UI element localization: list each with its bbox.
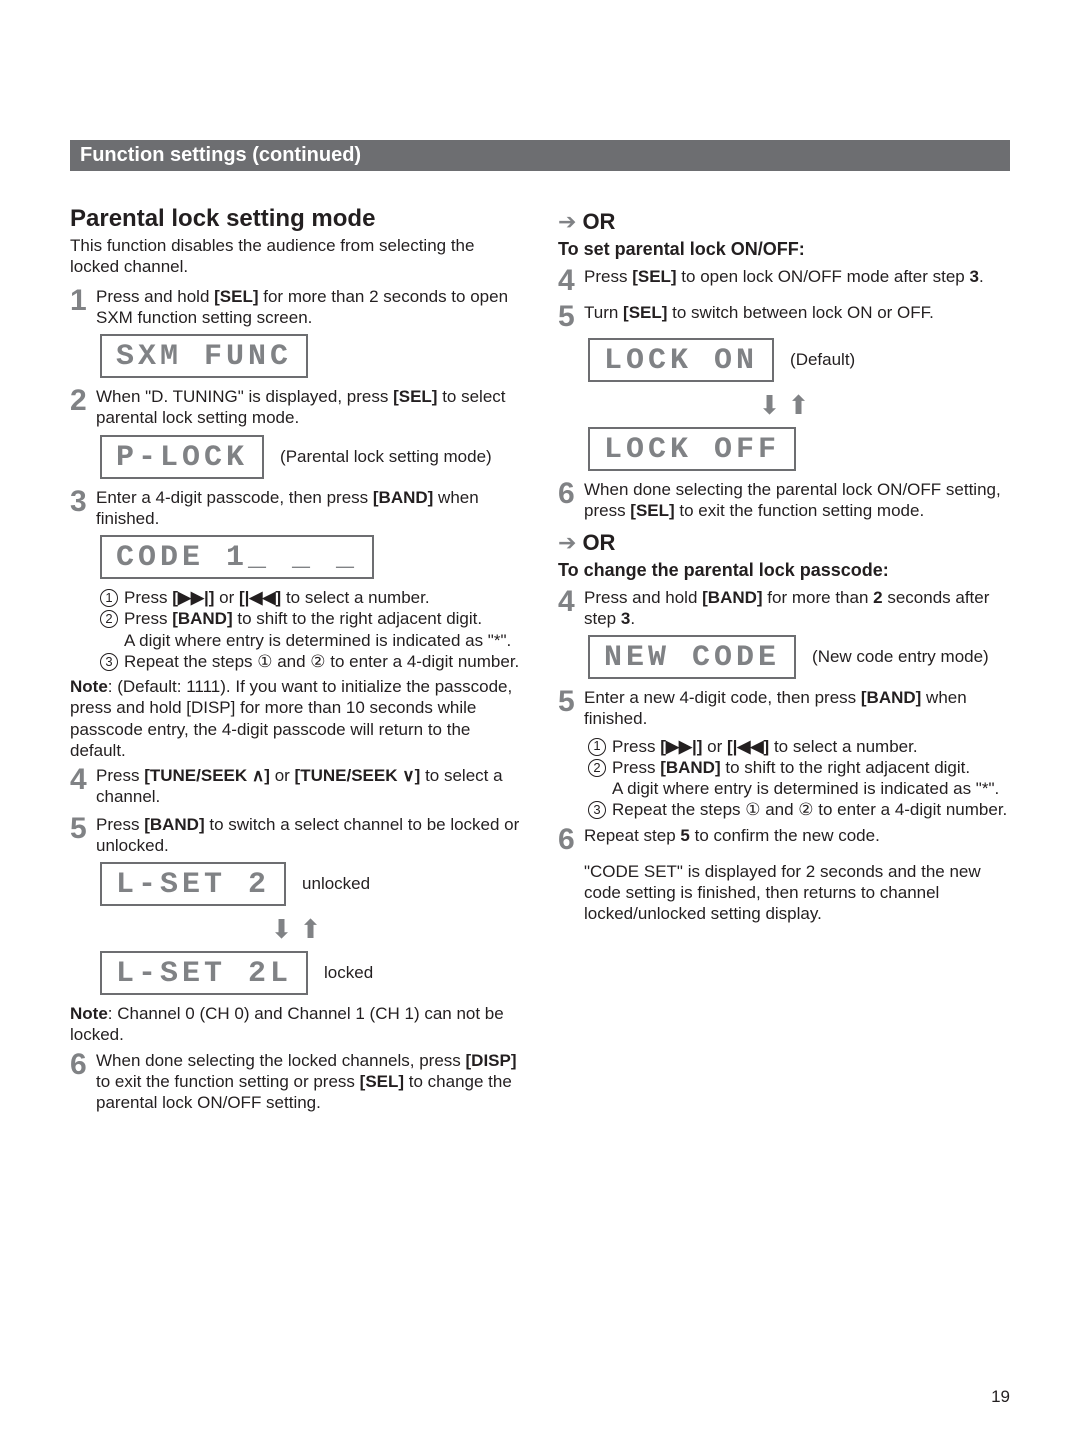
step-5r: 5 Turn [SEL] to switch between lock ON o…	[558, 302, 1010, 332]
step-number: 4	[558, 587, 584, 617]
step-text: When done selecting the parental lock ON…	[584, 479, 1010, 522]
step-text: Repeat step 5 to confirm the new code.	[584, 825, 880, 846]
lcd-lock-on: LOCK ON	[588, 338, 774, 382]
or-text: OR	[582, 530, 615, 556]
step-5b: 5 Enter a new 4-digit code, then press […	[558, 687, 1010, 730]
step-text: Press and hold [BAND] for more than 2 se…	[584, 587, 1010, 630]
circled-1: 1	[100, 589, 118, 607]
step-number: 6	[70, 1050, 96, 1080]
circled-1: 1	[588, 738, 606, 756]
content-columns: Parental lock setting mode This function…	[0, 171, 1080, 1119]
circled-3: 3	[100, 653, 118, 671]
lcd-plock: P-LOCK	[100, 435, 264, 479]
substeps-right: 1 Press [▶▶|] or [|◀◀] to select a number…	[588, 736, 1010, 821]
substep-text: Press [▶▶|] or [|◀◀] to select a number.	[124, 587, 430, 608]
step-1: 1 Press and hold [SEL] for more than 2 s…	[70, 286, 522, 329]
note-channels: Note: Channel 0 (CH 0) and Channel 1 (CH…	[70, 1003, 522, 1046]
toggle-arrows-icon: ⬇ ⬆	[558, 390, 1010, 421]
step-number: 1	[70, 286, 96, 316]
right-column: ➔ OR To set parental lock ON/OFF: 4 Pres…	[558, 201, 1010, 1119]
step-number: 6	[558, 479, 584, 509]
substeps: 1 Press [▶▶|] or [|◀◀] to select a number…	[100, 587, 522, 672]
step-6b: 6 Repeat step 5 to confirm the new code.	[558, 825, 1010, 855]
step-number: 4	[70, 765, 96, 795]
step-text: Press [SEL] to open lock ON/OFF mode aft…	[584, 266, 984, 287]
circled-2: 2	[588, 759, 606, 777]
left-column: Parental lock setting mode This function…	[70, 201, 522, 1119]
mode-title: Parental lock setting mode	[70, 205, 522, 233]
lcd-caption: (Default)	[790, 350, 855, 370]
step-number: 3	[70, 487, 96, 517]
step-text: When "D. TUNING" is displayed, press [SE…	[96, 386, 522, 429]
step-6r: 6 When done selecting the parental lock …	[558, 479, 1010, 522]
or-divider: ➔ OR	[558, 530, 1010, 556]
top-band	[0, 0, 1080, 140]
step-number: 2	[70, 386, 96, 416]
step-text: Press [BAND] to switch a select channel …	[96, 814, 522, 857]
or-divider: ➔ OR	[558, 209, 1010, 235]
tail-note: "CODE SET" is displayed for 2 seconds an…	[584, 861, 1010, 925]
step-4b: 4 Press and hold [BAND] for more than 2 …	[558, 587, 1010, 630]
substep-text: Repeat the steps ① and ② to enter a 4-di…	[612, 799, 1007, 820]
step-2: 2 When "D. TUNING" is displayed, press […	[70, 386, 522, 429]
section-bar: Function settings (continued)	[70, 140, 1010, 171]
lcd-code: CODE 1_ _ _	[100, 535, 374, 579]
lcd-lock-off: LOCK OFF	[588, 427, 796, 471]
arrow-icon: ➔	[558, 209, 576, 235]
subhead-passcode: To change the parental lock passcode:	[558, 560, 1010, 581]
step-number: 6	[558, 825, 584, 855]
lcd-caption: locked	[324, 963, 373, 983]
step-text: When done selecting the locked channels,…	[96, 1050, 522, 1114]
step-4: 4 Press [TUNE/SEEK ∧] or [TUNE/SEEK ∨] t…	[70, 765, 522, 808]
substep-text: Press [BAND] to shift to the right adjac…	[124, 608, 511, 651]
step-number: 5	[558, 302, 584, 332]
subhead-onoff: To set parental lock ON/OFF:	[558, 239, 1010, 260]
step-text: Turn [SEL] to switch between lock ON or …	[584, 302, 934, 323]
step-text: Press and hold [SEL] for more than 2 sec…	[96, 286, 522, 329]
step-6: 6 When done selecting the locked channel…	[70, 1050, 522, 1114]
substep-text: Press [▶▶|] or [|◀◀] to select a number.	[612, 736, 918, 757]
substep-text: Repeat the steps ① and ② to enter a 4-di…	[124, 651, 519, 672]
lcd-lset-locked: L-SET 2L	[100, 951, 308, 995]
lcd-caption: (New code entry mode)	[812, 647, 989, 667]
lcd-sxm-func: SXM FUNC	[100, 334, 308, 378]
step-number: 5	[558, 687, 584, 717]
lcd-lset-unlocked: L-SET 2	[100, 862, 286, 906]
page-number: 19	[991, 1387, 1010, 1407]
note-default: Note: (Default: 1111). If you want to in…	[70, 676, 522, 761]
step-text: Enter a new 4-digit code, then press [BA…	[584, 687, 1010, 730]
or-text: OR	[582, 209, 615, 235]
lcd-new-code: NEW CODE	[588, 635, 796, 679]
step-text: Press [TUNE/SEEK ∧] or [TUNE/SEEK ∨] to …	[96, 765, 522, 808]
step-3: 3 Enter a 4-digit passcode, then press […	[70, 487, 522, 530]
arrow-icon: ➔	[558, 530, 576, 556]
step-text: Enter a 4-digit passcode, then press [BA…	[96, 487, 522, 530]
lcd-caption: (Parental lock setting mode)	[280, 447, 492, 467]
step-number: 5	[70, 814, 96, 844]
intro-text: This function disables the audience from…	[70, 235, 522, 278]
substep-text: Press [BAND] to shift to the right adjac…	[612, 757, 999, 800]
lcd-caption: unlocked	[302, 874, 370, 894]
circled-3: 3	[588, 801, 606, 819]
circled-2: 2	[100, 610, 118, 628]
step-4r: 4 Press [SEL] to open lock ON/OFF mode a…	[558, 266, 1010, 296]
toggle-arrows-icon: ⬇ ⬆	[70, 914, 522, 945]
step-number: 4	[558, 266, 584, 296]
step-5: 5 Press [BAND] to switch a select channe…	[70, 814, 522, 857]
